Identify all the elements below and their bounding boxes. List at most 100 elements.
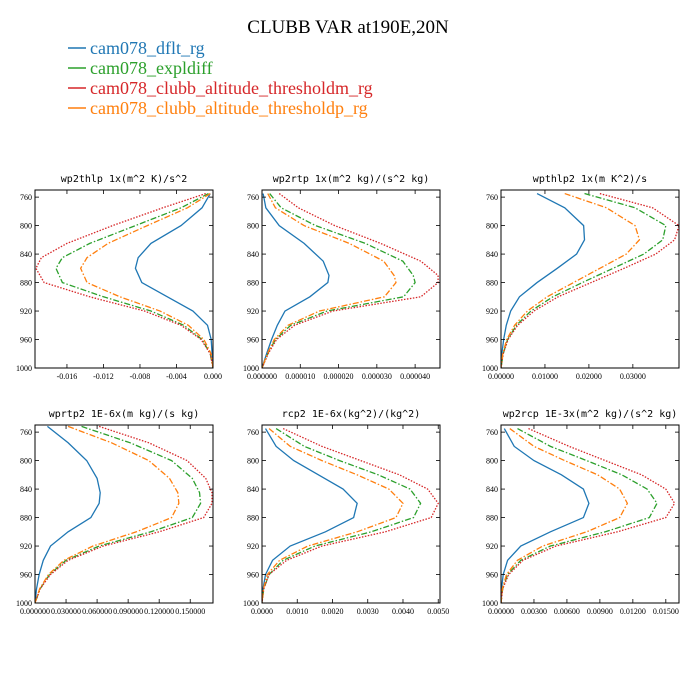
legend-label: cam078_expldiff bbox=[90, 58, 213, 78]
y-tick-label: 760 bbox=[486, 193, 498, 202]
y-tick-label: 960 bbox=[247, 336, 259, 345]
y-tick-label: 1000 bbox=[243, 599, 259, 608]
x-tick-label: 0.030000 bbox=[51, 607, 81, 616]
panel-title: wprtp2 1E-6x(m kg)/(s kg) bbox=[49, 409, 200, 420]
y-tick-label: 760 bbox=[20, 193, 32, 202]
x-tick-label: 0.0020 bbox=[321, 607, 343, 616]
series-line bbox=[262, 193, 397, 368]
x-tick-label: 0.0000 bbox=[251, 607, 273, 616]
x-tick-label: 0.000010 bbox=[285, 372, 315, 381]
series-line bbox=[501, 192, 641, 368]
panel-title: wp2thlp 1x(m^2 K)/s^2 bbox=[61, 174, 187, 185]
x-tick-label: 0.03000 bbox=[620, 372, 646, 381]
series-line bbox=[501, 192, 586, 368]
x-tick-label: 0.000 bbox=[204, 372, 222, 381]
y-tick-label: 880 bbox=[247, 514, 259, 523]
y-tick-label: 840 bbox=[20, 250, 32, 259]
x-tick-label: 0.060000 bbox=[82, 607, 112, 616]
y-tick-label: 920 bbox=[20, 307, 32, 316]
y-tick-label: 800 bbox=[486, 222, 498, 231]
figure-title: CLUBB VAR at190E,20N bbox=[247, 17, 449, 38]
legend-label: cam078_clubb_altitude_thresholdp_rg bbox=[90, 98, 368, 118]
panel-title: wp2rcp 1E-3x(m^2 kg)/(s^2 kg) bbox=[503, 409, 678, 420]
series-line bbox=[35, 425, 101, 603]
legend-entry: cam078_dflt_rg bbox=[68, 38, 205, 58]
plot-frame bbox=[34, 424, 214, 604]
y-tick-label: 800 bbox=[486, 457, 498, 466]
y-tick-label: 1000 bbox=[16, 599, 32, 608]
series-line bbox=[501, 427, 676, 603]
y-tick-label: 960 bbox=[20, 336, 32, 345]
x-tick-label: 0.00900 bbox=[587, 607, 613, 616]
x-tick-label: 0.00600 bbox=[554, 607, 580, 616]
series-line bbox=[35, 425, 202, 603]
plot-frame bbox=[500, 424, 680, 604]
y-tick-label: 840 bbox=[247, 485, 259, 494]
y-tick-label: 760 bbox=[486, 428, 498, 437]
y-tick-label: 920 bbox=[20, 542, 32, 551]
y-tick-label: 960 bbox=[20, 571, 32, 580]
x-tick-label: 0.01000 bbox=[532, 372, 558, 381]
chart-panel: rcp2 1E-6x(kg^2)/(kg^2) 760 800 840 880 920 96… bbox=[243, 409, 449, 616]
series-line bbox=[501, 428, 629, 603]
x-tick-label: 0.00000 bbox=[488, 607, 514, 616]
x-tick-label: -0.016 bbox=[57, 372, 78, 381]
plot-frame bbox=[34, 189, 214, 369]
y-tick-label: 1000 bbox=[482, 364, 498, 373]
x-tick-label: 0.0010 bbox=[286, 607, 308, 616]
series-line bbox=[501, 428, 590, 603]
x-tick-label: 0.000040 bbox=[400, 372, 430, 381]
y-tick-label: 1000 bbox=[482, 599, 498, 608]
series-line bbox=[262, 427, 439, 603]
series-line bbox=[79, 193, 213, 368]
y-tick-label: 1000 bbox=[243, 364, 259, 373]
x-tick-label: 0.01200 bbox=[620, 607, 646, 616]
y-tick-label: 960 bbox=[486, 336, 498, 345]
series-line bbox=[262, 193, 439, 368]
x-tick-label: 0.090000 bbox=[113, 607, 143, 616]
series-line bbox=[262, 428, 404, 603]
y-tick-label: 840 bbox=[486, 485, 498, 494]
series-line bbox=[262, 193, 416, 368]
series-line bbox=[501, 427, 658, 603]
x-tick-label: 0.0030 bbox=[357, 607, 379, 616]
y-tick-label: 800 bbox=[20, 457, 32, 466]
y-tick-label: 920 bbox=[247, 307, 259, 316]
x-tick-label: 0.01500 bbox=[653, 607, 679, 616]
series-line bbox=[501, 192, 667, 368]
series-line bbox=[35, 192, 213, 368]
x-tick-label: 0.000030 bbox=[362, 372, 392, 381]
series-line bbox=[501, 192, 679, 368]
chart-panel: wprtp2 1E-6x(m kg)/(s kg) 760 800 840 880 920… bbox=[16, 409, 214, 616]
x-tick-label: -0.012 bbox=[93, 372, 114, 381]
x-tick-label: 0.000000 bbox=[247, 372, 277, 381]
y-tick-label: 1000 bbox=[16, 364, 32, 373]
x-tick-label: -0.008 bbox=[130, 372, 151, 381]
y-tick-label: 880 bbox=[20, 279, 32, 288]
y-tick-label: 880 bbox=[486, 279, 498, 288]
x-tick-label: 0.150000 bbox=[175, 607, 205, 616]
x-tick-label: -0.004 bbox=[166, 372, 187, 381]
y-tick-label: 920 bbox=[486, 307, 498, 316]
series-line bbox=[35, 425, 213, 603]
y-tick-label: 840 bbox=[486, 250, 498, 259]
y-tick-label: 800 bbox=[20, 222, 32, 231]
x-tick-label: 0.00300 bbox=[521, 607, 547, 616]
y-tick-label: 840 bbox=[247, 250, 259, 259]
legend-entry: cam078_expldiff bbox=[68, 58, 213, 78]
panel-title: wp2rtp 1x(m^2 kg)/(s^2 kg) bbox=[273, 174, 430, 185]
plot-frame bbox=[261, 424, 441, 604]
panel-title: wpthlp2 1x(m K^2)/s bbox=[533, 174, 647, 185]
legend-entry: cam078_clubb_altitude_thresholdp_rg bbox=[68, 98, 368, 118]
x-tick-label: 0.000020 bbox=[324, 372, 354, 381]
chart-panel: wp2thlp 1x(m^2 K)/s^2 760 800 840 880 920 960 1… bbox=[16, 174, 222, 381]
chart-panel: wp2rtp 1x(m^2 kg)/(s^2 kg) 760 800 840 880 92… bbox=[243, 174, 441, 381]
y-tick-label: 960 bbox=[247, 571, 259, 580]
chart-panel: wp2rcp 1E-3x(m^2 kg)/(s^2 kg) 760 800 840 88… bbox=[482, 409, 680, 616]
x-tick-label: 0.0050 bbox=[427, 607, 449, 616]
panel-grid: wp2thlp 1x(m^2 K)/s^2 760 800 840 880 920 960 1… bbox=[16, 174, 680, 616]
y-tick-label: 880 bbox=[486, 514, 498, 523]
y-tick-label: 760 bbox=[247, 428, 259, 437]
